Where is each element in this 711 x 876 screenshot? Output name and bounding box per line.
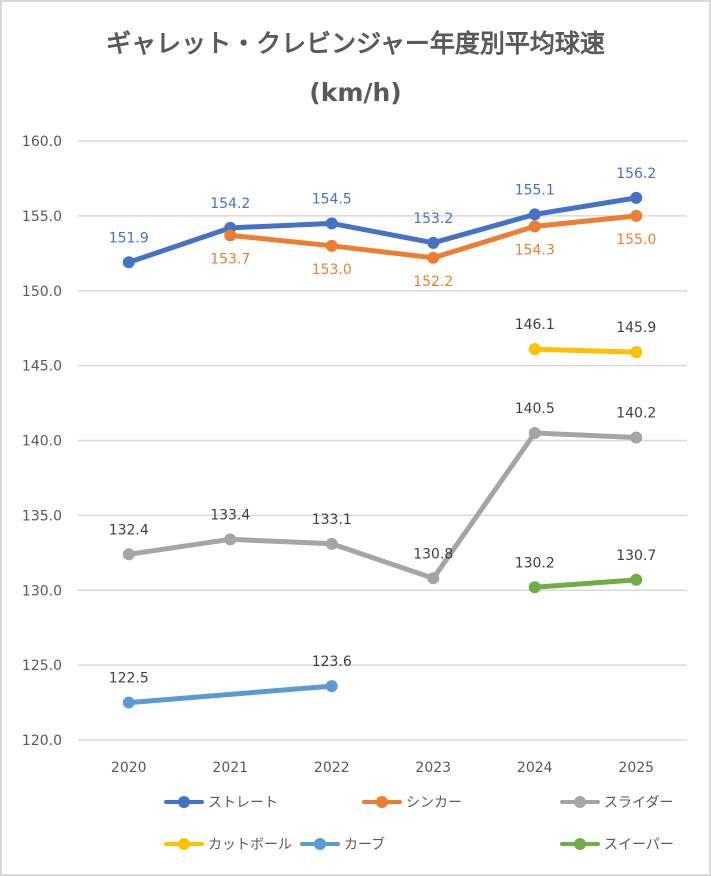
series-line: [532, 346, 639, 355]
series-2: [122, 427, 643, 585]
legend-item[interactable]: シンカー: [360, 790, 462, 814]
data-label: 122.5: [109, 671, 149, 687]
data-point: [325, 217, 338, 230]
series-1: [224, 209, 643, 264]
legend-label: スライダー: [604, 795, 674, 811]
data-label: 140.5: [515, 401, 555, 417]
data-point: [528, 343, 541, 356]
chart-title: ギャレット・クレビンジャー年度別平均球速: [106, 29, 605, 58]
legend-marker-icon: [558, 837, 602, 851]
data-label: 153.0: [312, 262, 352, 278]
data-label: 123.6: [312, 654, 352, 670]
data-point: [630, 346, 643, 359]
y-tick-label: 125.0: [22, 658, 62, 674]
data-point: [528, 220, 541, 233]
data-point: [630, 573, 643, 586]
data-point: [122, 696, 135, 709]
legend-item[interactable]: スライダー: [558, 790, 673, 814]
data-point: [224, 533, 237, 546]
data-point: [122, 256, 135, 269]
data-point: [325, 537, 338, 550]
legend-marker-icon: [360, 795, 404, 809]
x-tick-label: 2020: [111, 760, 147, 776]
data-label: 151.9: [109, 230, 149, 246]
x-axis-ticks: 2020 2021 2022 2023 2024 2025: [111, 760, 654, 776]
series-4: [122, 680, 338, 709]
data-label: 132.4: [109, 522, 149, 538]
data-point: [528, 581, 541, 594]
data-point: [630, 431, 643, 444]
legend-item[interactable]: カットボール: [162, 832, 292, 856]
data-labels: 151.9 154.2 154.5 153.2 155.1 156.2 153.7 153.0…: [109, 166, 657, 687]
series-line: [126, 430, 639, 581]
series-line: [532, 577, 639, 590]
legend-label: カーブ: [344, 837, 386, 853]
data-label: 130.2: [515, 555, 555, 571]
y-tick-label: 120.0: [22, 733, 62, 749]
y-axis-ticks: 120.0 125.0 130.0 135.0 140.0 145.0 150.0 155.0…: [22, 134, 62, 749]
data-label: 130.8: [413, 546, 453, 562]
data-point: [325, 239, 338, 252]
data-label: 140.2: [616, 406, 656, 422]
data-point: [224, 229, 237, 242]
x-tick-label: 2024: [517, 760, 553, 776]
gridlines: [78, 140, 687, 741]
y-tick-label: 140.0: [22, 434, 62, 450]
data-point: [630, 191, 643, 204]
data-label: 153.2: [413, 211, 453, 227]
x-tick-label: 2025: [618, 760, 654, 776]
legend-marker-icon: [162, 795, 206, 809]
data-label: 133.4: [210, 507, 250, 523]
data-label: 155.1: [515, 182, 555, 198]
legend-marker-icon: [298, 837, 342, 851]
data-label: 156.2: [616, 166, 656, 182]
y-tick-label: 135.0: [22, 508, 62, 524]
series-lines: [122, 191, 643, 709]
data-point: [528, 427, 541, 440]
x-tick-label: 2022: [314, 760, 350, 776]
series-line: [126, 195, 639, 265]
data-label: 145.9: [616, 320, 656, 336]
series-3: [528, 343, 643, 359]
legend-item[interactable]: カーブ: [298, 832, 385, 856]
data-label: 154.2: [210, 196, 250, 212]
x-tick-label: 2021: [212, 760, 248, 776]
legend-label: カットボール: [208, 837, 292, 853]
series-5: [528, 573, 643, 594]
legend-label: シンカー: [406, 795, 462, 811]
legend-label: ストレート: [208, 795, 278, 811]
data-label: 133.1: [312, 512, 352, 528]
data-label: 130.7: [616, 548, 656, 564]
legend-item[interactable]: スイーパー: [558, 832, 674, 856]
y-tick-label: 145.0: [22, 359, 62, 375]
legend-marker-icon: [558, 795, 602, 809]
legend-marker-icon: [162, 837, 206, 851]
series-line: [126, 683, 335, 706]
data-label: 152.2: [413, 274, 453, 290]
data-label: 146.1: [515, 317, 555, 333]
data-label: 154.3: [515, 242, 555, 258]
series-0: [122, 191, 643, 269]
data-point: [427, 236, 440, 249]
data-label: 153.7: [210, 251, 250, 267]
y-tick-label: 160.0: [22, 134, 62, 150]
data-point: [122, 548, 135, 561]
data-point: [325, 680, 338, 693]
chart-subtitle: (km/h): [309, 78, 402, 107]
data-point: [630, 209, 643, 222]
data-point: [427, 572, 440, 585]
data-label: 154.5: [312, 191, 352, 207]
data-point: [528, 208, 541, 221]
data-point: [427, 251, 440, 264]
legend-item[interactable]: ストレート: [162, 790, 278, 814]
data-label: 155.0: [616, 232, 656, 248]
y-tick-label: 150.0: [22, 284, 62, 300]
x-tick-label: 2023: [415, 760, 451, 776]
y-tick-label: 130.0: [22, 583, 62, 599]
y-tick-label: 155.0: [22, 209, 62, 225]
legend-label: スイーパー: [604, 837, 674, 853]
